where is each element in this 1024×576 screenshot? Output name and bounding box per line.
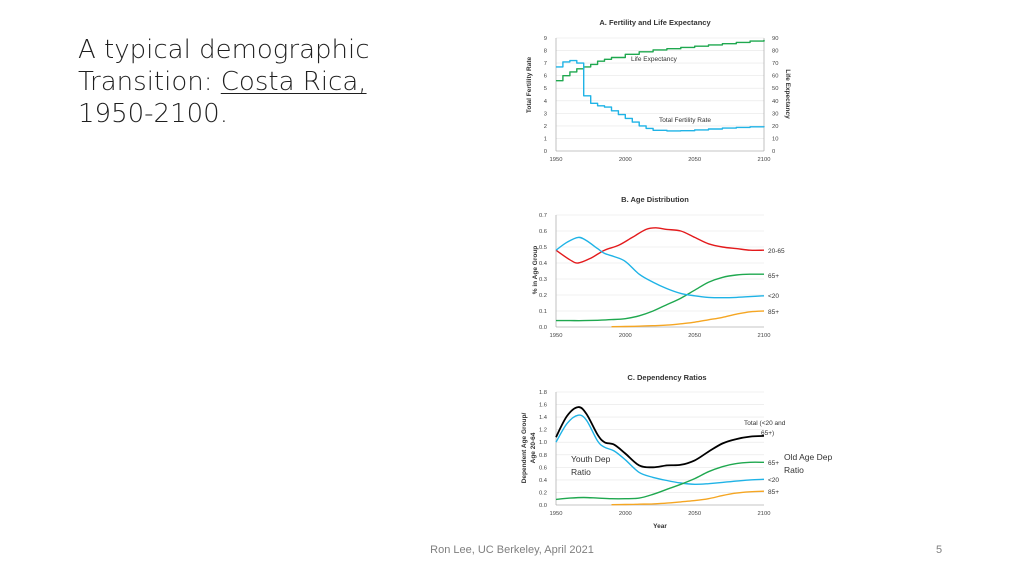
title-line-3: 1950-2100. (78, 99, 228, 129)
y2-tick-label: 70 (772, 61, 778, 67)
y-tick-label: 0.3 (539, 277, 547, 283)
panel-c-ylabel-line2: Age 20-64 (530, 432, 537, 463)
title-country: Costa Rica, (220, 67, 367, 97)
x-tick-label: 2100 (758, 157, 771, 163)
x-tick-label: 2100 (758, 333, 771, 339)
x-tick-label: 2050 (688, 157, 701, 163)
y2-tick-label: 80 (772, 49, 778, 55)
panel-b-age-distribution: B. Age Distribution % in Age Group 0.0 0.… (532, 195, 785, 339)
y-tick-label: 5 (544, 86, 547, 92)
panel-b-title: B. Age Distribution (621, 195, 689, 204)
y-tick-label: 1.6 (539, 403, 547, 409)
y-tick-label: 0.1 (539, 309, 547, 315)
series-line-85- (611, 310, 765, 328)
y-tick-label: 0.4 (539, 478, 548, 484)
y-tick-label: 0.7 (539, 213, 547, 219)
label-c-85plus: 85+ (768, 489, 779, 496)
label-youth-dep-line1: Youth Dep (571, 454, 611, 464)
title-prefix: Transition: (78, 67, 221, 97)
y2-tick-label: 10 (772, 136, 778, 142)
series-line-85- (611, 490, 765, 506)
series-line--20 (555, 414, 765, 486)
y-tick-label: 1.0 (539, 440, 547, 446)
y-tick-label: 0.5 (539, 245, 547, 251)
label-20-65: 20-65 (768, 248, 785, 255)
x-tick-label: 2050 (688, 333, 701, 339)
y2-tick-label: 60 (772, 74, 778, 80)
label-life-expectancy: Life Expectancy (631, 56, 678, 63)
label-85plus: 85+ (768, 309, 779, 316)
page-number: 5 (936, 544, 943, 556)
y-tick-label: 0.4 (539, 261, 548, 267)
y2-tick-label: 30 (772, 111, 778, 117)
y-tick-label: 0 (544, 149, 547, 155)
panel-b-ylabel: % in Age Group (532, 246, 539, 295)
panel-c-title: C. Dependency Ratios (627, 373, 706, 382)
title-line-2: Transition: Costa Rica, (78, 66, 418, 98)
y-tick-label: 4 (544, 99, 548, 105)
y-tick-label: 1 (544, 136, 547, 142)
x-tick-label: 2000 (619, 333, 632, 339)
x-tick-label: 2000 (619, 511, 632, 517)
series-line-total-20-and-65- (555, 406, 765, 469)
y-tick-label: 8 (544, 49, 547, 55)
x-tick-label: 1950 (550, 333, 563, 339)
y-tick-label: 6 (544, 74, 547, 80)
panel-c-dependency-ratios: C. Dependency Ratios Dependent Age Group… (521, 373, 832, 530)
label-total-fertility-rate: Total Fertility Rate (659, 117, 711, 124)
label-old-age-dep-line2: Ratio (784, 465, 804, 475)
y-tick-label: 1.2 (539, 428, 547, 434)
y-tick-label: 0.2 (539, 293, 547, 299)
panel-a-title: A. Fertility and Life Expectancy (599, 18, 711, 27)
label-total-line1: Total (<20 and (744, 420, 786, 427)
series-line-life-expectancy (556, 39, 765, 82)
series-line-65- (556, 273, 765, 322)
panel-c-ylabel-line1: Dependent Age Group/ (521, 413, 528, 484)
label-under20: <20 (768, 293, 779, 300)
y2-tick-label: 0 (772, 149, 775, 155)
slide-title: A typical demographic Transition: Costa … (78, 34, 418, 130)
series-line--20 (555, 236, 765, 299)
panel-a-y2label: Life Expectancy (784, 69, 791, 119)
label-c-65plus: 65+ (768, 460, 779, 467)
y-tick-label: 1.8 (539, 390, 547, 396)
y-tick-label: 0.6 (539, 465, 547, 471)
y2-tick-label: 90 (772, 36, 778, 42)
panel-a-fertility-life-expectancy: A. Fertility and Life Expectancy Total F… (526, 18, 791, 163)
y-tick-label: 7 (544, 61, 547, 67)
x-tick-label: 1950 (550, 157, 563, 163)
y2-tick-label: 40 (772, 99, 778, 105)
y-tick-label: 0.2 (539, 490, 547, 496)
series-line-65- (555, 461, 765, 501)
title-line-1: A typical demographic (78, 35, 370, 65)
y-tick-label: 2 (544, 124, 547, 130)
label-youth-dep-line2: Ratio (571, 467, 591, 477)
y-tick-label: 0.0 (539, 503, 547, 509)
panel-c-xlabel: Year (653, 523, 667, 530)
label-total-line2: 65+) (761, 430, 774, 437)
y-tick-label: 3 (544, 111, 547, 117)
x-tick-label: 2050 (688, 511, 701, 517)
series-line-20-65 (555, 227, 765, 264)
x-tick-label: 1950 (550, 511, 563, 517)
y-tick-label: 0.0 (539, 325, 547, 331)
y-tick-label: 1.4 (539, 415, 548, 421)
x-tick-label: 2000 (619, 157, 632, 163)
y2-tick-label: 20 (772, 124, 778, 130)
label-65plus: 65+ (768, 273, 779, 280)
label-old-age-dep-line1: Old Age Dep (784, 452, 832, 462)
label-c-under20: <20 (768, 477, 779, 484)
y2-tick-label: 50 (772, 86, 778, 92)
footer-credit: Ron Lee, UC Berkeley, April 2021 (430, 544, 594, 556)
y-tick-label: 9 (544, 36, 547, 42)
y-tick-label: 0.6 (539, 229, 547, 235)
x-tick-label: 2100 (758, 511, 771, 517)
series-line-total-fertility-rate (556, 59, 765, 132)
y-tick-label: 0.8 (539, 453, 547, 459)
panel-a-ylabel: Total Fertility Rate (526, 57, 533, 114)
